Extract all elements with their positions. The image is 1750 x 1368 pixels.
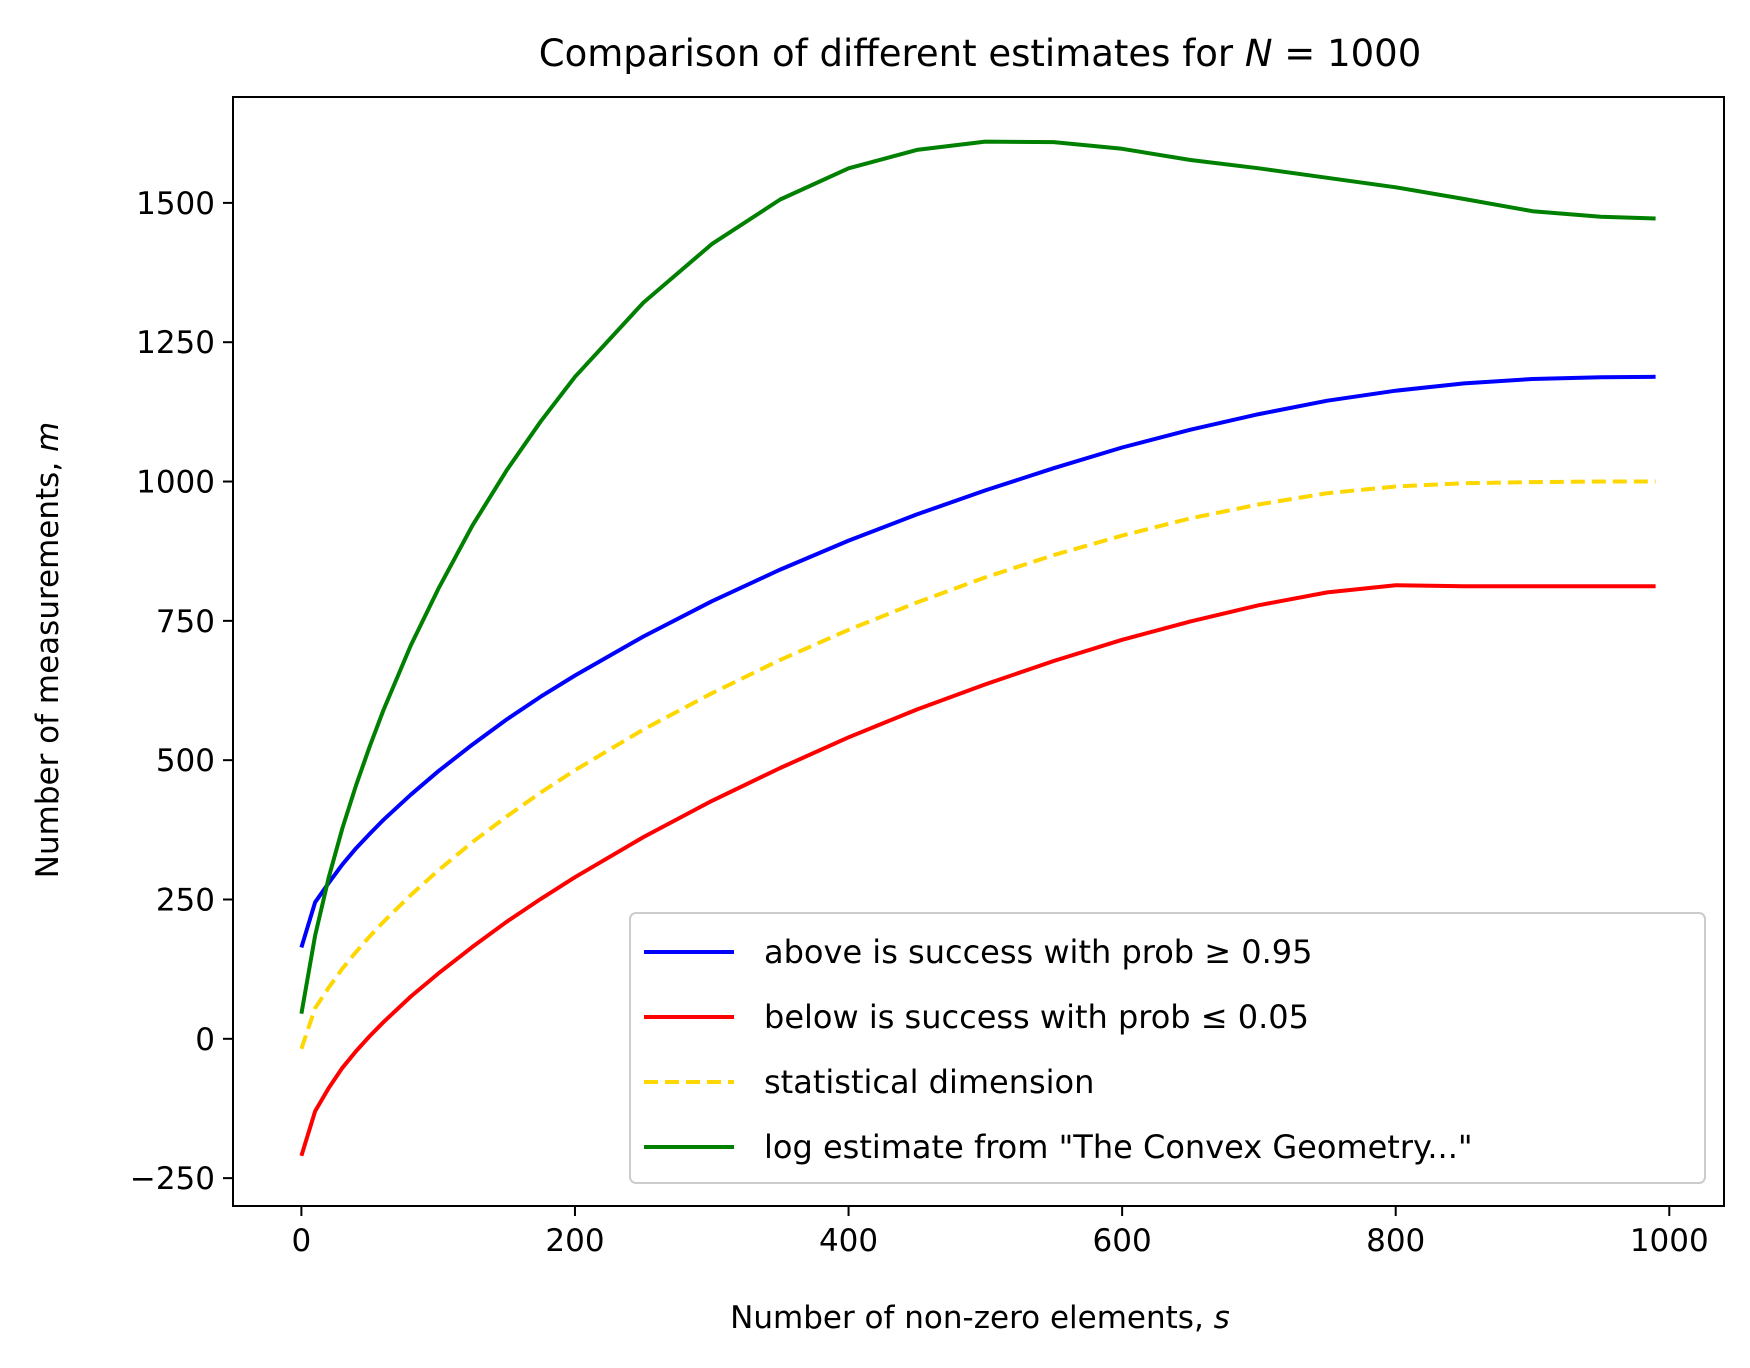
series-line-1 [299,374,1656,948]
x-axis: 0 200 400 600 800 1000 [292,1206,1709,1259]
legend-box [629,912,1706,1184]
y-tick-label: 1500 [136,186,215,222]
legend: above is success with prob ≥ 0.95 below i… [629,912,1706,1184]
y-tick-label: 1000 [136,465,215,501]
x-tick-label: 0 [292,1223,312,1259]
x-tick-label: 200 [545,1223,604,1259]
legend-label: log estimate from "The Convex Geometry..… [764,1128,1473,1166]
legend-label: below is success with prob ≤ 0.05 [764,998,1309,1036]
y-tick-label: 0 [195,1022,215,1058]
plot-frame [232,96,1725,1207]
plot-content [299,139,1656,1157]
chart-title: Comparison of different estimates for N … [539,32,1421,75]
y-tick-label: 500 [156,743,215,779]
y-axis: −250 0 250 500 750 1000 1250 1500 [130,186,233,1197]
y-axis-label: Number of measurements, m [30,422,66,878]
x-tick-label: 800 [1366,1223,1425,1259]
x-axis-label: Number of non-zero elements, s [730,1300,1230,1336]
y-tick-label: −250 [130,1161,215,1197]
x-tick-label: 600 [1093,1223,1152,1259]
y-tick-label: 750 [156,604,215,640]
series-line-4 [299,139,1656,1015]
series-line-3 [299,479,1656,1050]
series-line-2 [299,583,1656,1157]
y-tick-label: 250 [156,882,215,918]
x-tick-label: 400 [819,1223,878,1259]
y-tick-label: 1250 [136,325,215,361]
legend-label: statistical dimension [764,1063,1094,1101]
legend-label: above is success with prob ≥ 0.95 [764,933,1313,971]
x-tick-label: 1000 [1630,1223,1709,1259]
